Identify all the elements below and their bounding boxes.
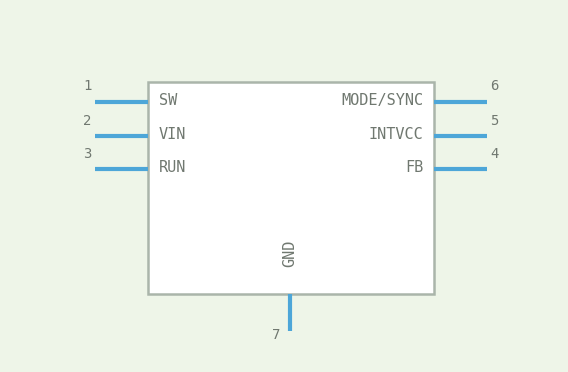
Text: 2: 2 [83, 114, 91, 128]
Text: 5: 5 [491, 114, 499, 128]
Text: GND: GND [283, 240, 298, 267]
Text: 1: 1 [83, 79, 91, 93]
Text: RUN: RUN [159, 160, 186, 175]
Text: MODE/SYNC: MODE/SYNC [341, 93, 423, 108]
Text: FB: FB [405, 160, 423, 175]
Text: 4: 4 [491, 147, 499, 161]
Text: 3: 3 [83, 147, 91, 161]
Text: VIN: VIN [159, 127, 186, 142]
Text: SW: SW [159, 93, 177, 108]
Bar [148, 82, 434, 294]
Text: INTVCC: INTVCC [369, 127, 423, 142]
Text: 6: 6 [491, 79, 499, 93]
Text: 7: 7 [272, 328, 281, 342]
